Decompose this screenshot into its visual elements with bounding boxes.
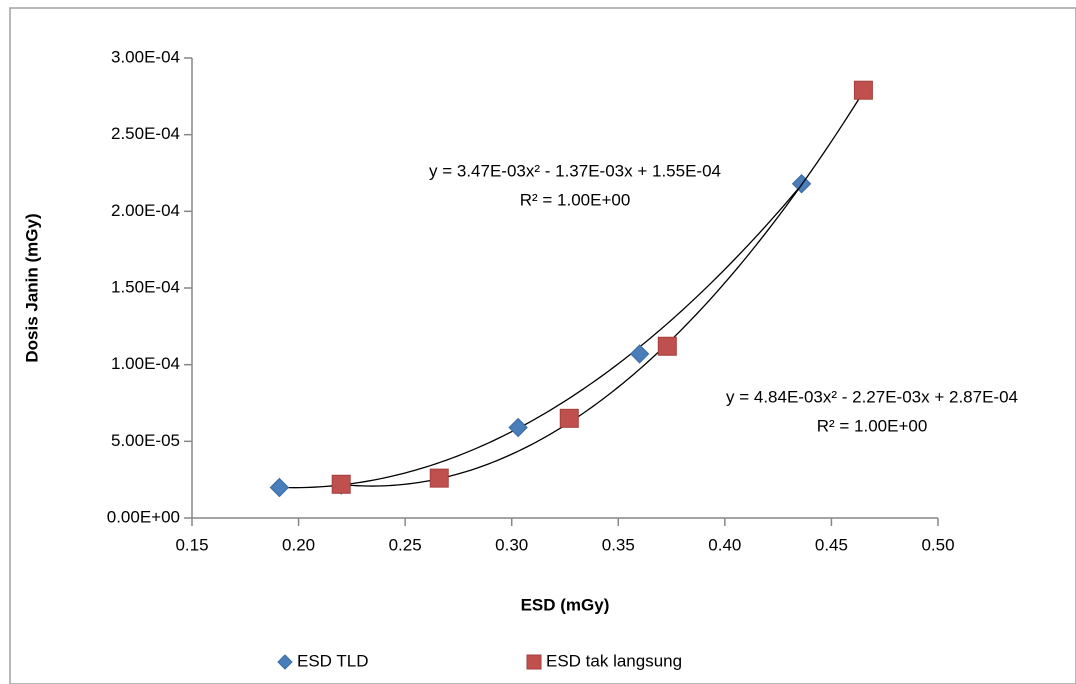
x-tick-label: 0.50 — [921, 535, 954, 554]
legend-marker — [526, 654, 542, 670]
y-tick-label: 1.00E-04 — [111, 354, 180, 373]
y-tick-label: 0.00E+00 — [107, 507, 180, 526]
x-tick-label: 0.40 — [708, 535, 741, 554]
y-axis-title: Dosis Janin (mGy) — [22, 213, 41, 362]
point — [657, 336, 677, 356]
y-tick-label: 2.50E-04 — [111, 124, 180, 143]
y-tick-label: 1.50E-04 — [111, 277, 180, 296]
trendline — [341, 91, 864, 487]
point — [331, 474, 351, 494]
point — [559, 408, 579, 428]
x-axis-title: ESD (mGy) — [521, 595, 610, 614]
x-tick-label: 0.15 — [175, 535, 208, 554]
trendline-r2: R² = 1.00E+00 — [520, 190, 631, 209]
point — [429, 468, 449, 488]
y-tick-label: 5.00E-05 — [111, 431, 180, 450]
point — [269, 477, 290, 498]
x-tick-label: 0.45 — [815, 535, 848, 554]
trendline-equation: y = 4.84E-03x² - 2.27E-03x + 2.87E-04 — [726, 387, 1018, 406]
trendline — [279, 184, 803, 489]
y-tick-label: 3.00E-04 — [111, 47, 180, 66]
x-tick-label: 0.25 — [389, 535, 422, 554]
trendline-r2: R² = 1.00E+00 — [817, 416, 928, 435]
point — [629, 344, 650, 364]
trendline-equation: y = 3.47E-03x² - 1.37E-03x + 1.55E-04 — [429, 161, 721, 180]
x-tick-label: 0.20 — [282, 535, 315, 554]
y-tick-label: 2.00E-04 — [111, 201, 180, 220]
legend-label: ESD TLD — [297, 651, 369, 670]
x-tick-label: 0.35 — [602, 535, 635, 554]
x-tick-label: 0.30 — [495, 535, 528, 554]
legend-marker — [277, 654, 293, 670]
chart-frame — [9, 7, 1076, 684]
point — [508, 417, 528, 438]
point — [853, 80, 873, 100]
legend-label: ESD tak langsung — [546, 651, 682, 670]
